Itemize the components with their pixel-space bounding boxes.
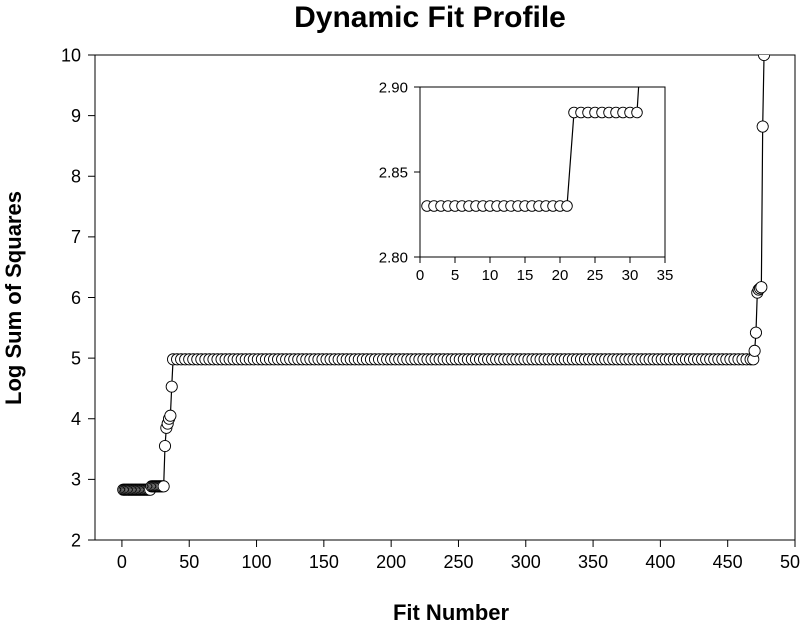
data-point <box>631 106 643 119</box>
y-tick-label: 2 <box>71 530 81 550</box>
data-point <box>756 120 769 133</box>
data-point <box>639 0 650 7</box>
x-tick-label: 35 <box>657 267 674 284</box>
x-tick-label: 15 <box>517 267 534 284</box>
y-tick-label: 5 <box>71 348 81 368</box>
data-point <box>165 380 178 393</box>
y-tick-label: 9 <box>71 106 81 126</box>
data-point <box>164 409 177 422</box>
inset-data <box>421 0 650 212</box>
y-tick-label: 7 <box>71 227 81 247</box>
data-point <box>561 200 573 212</box>
x-tick-label: 30 <box>622 267 639 284</box>
y-tick-label: 2.85 <box>379 164 408 181</box>
chart-title: Dynamic Fit Profile <box>294 1 566 34</box>
data-point <box>157 480 170 493</box>
data-point <box>749 326 763 339</box>
x-tick-label: 50 <box>179 552 199 572</box>
y-tick-label: 2.80 <box>379 249 408 266</box>
x-tick-label: 450 <box>713 552 743 572</box>
x-tick-label: 150 <box>309 552 339 572</box>
x-tick-label: 20 <box>552 267 569 284</box>
x-tick-label: 300 <box>511 552 541 572</box>
x-tick-label: 100 <box>242 552 272 572</box>
data-point <box>757 55 771 62</box>
x-tick-label: 0 <box>416 267 424 284</box>
x-axis-label: Fit Number <box>393 600 510 625</box>
x-tick-label: 5 <box>451 267 459 284</box>
data-point <box>748 344 761 357</box>
x-tick-label: 350 <box>578 552 608 572</box>
y-tick-label: 4 <box>71 409 81 429</box>
y-tick-label: 8 <box>71 167 81 187</box>
inset-plot: 0 5 10 15 20 25 30 35 2.80 2.85 2.90 <box>379 0 674 284</box>
y-axis-label: Log Sum of Squares <box>1 191 26 405</box>
x-tick-label: 500 <box>780 552 800 572</box>
x-tick-label: 200 <box>376 552 406 572</box>
data-point <box>755 281 768 294</box>
x-tick-label: 10 <box>482 267 499 284</box>
x-tick-label: 250 <box>443 552 473 572</box>
main-data <box>117 55 771 496</box>
y-tick-label: 2.90 <box>379 79 408 96</box>
x-tick-label: 400 <box>645 552 675 572</box>
data-point <box>158 439 172 453</box>
x-tick-label: 0 <box>117 552 127 572</box>
y-tick-label: 6 <box>71 288 81 308</box>
x-tick-label: 25 <box>587 267 604 284</box>
y-tick-label: 10 <box>61 45 81 65</box>
y-tick-label: 3 <box>71 470 81 490</box>
